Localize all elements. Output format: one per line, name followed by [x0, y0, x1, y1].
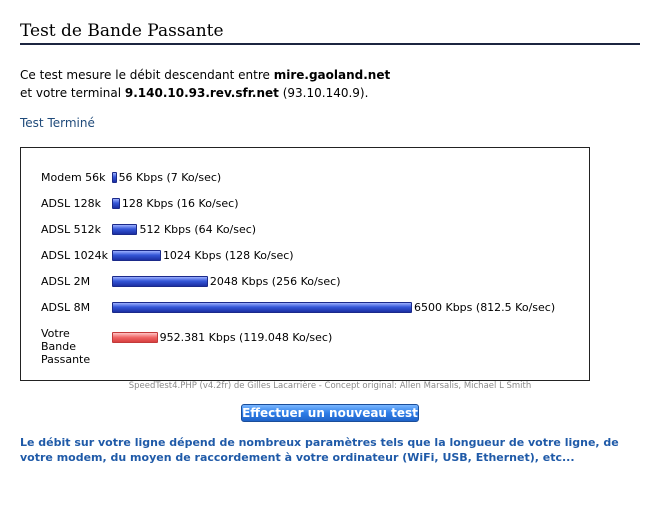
chart-category-label: ADSL 1024k [41, 249, 108, 262]
chart-category-label: Modem 56k [41, 171, 106, 184]
chart-value-label: 2048 Kbps (256 Ko/sec) [209, 275, 341, 288]
results-chart: Modem 56k 56 Kbps (7 Ko/sec) ADSL 128k 128 … [20, 147, 590, 381]
chart-value-label: 1024 Kbps (128 Ko/sec) [162, 249, 294, 262]
chart-bar [112, 250, 161, 261]
intro-text: Ce test mesure le débit descendant entre… [20, 66, 640, 102]
chart-category-label: ADSL 128k [41, 197, 101, 210]
new-test-button[interactable]: Effectuer un nouveau test [241, 404, 419, 422]
chart-value-label: 128 Kbps (16 Ko/sec) [121, 197, 239, 210]
chart-value-label: 952.381 Kbps (119.048 Ko/sec) [159, 331, 333, 344]
chart-bar [112, 302, 412, 313]
chart-category-label: ADSL 512k [41, 223, 101, 236]
chart-category-label: ADSL 2M [41, 275, 91, 288]
chart-category-label: ADSL 8M [41, 301, 91, 314]
chart-row: ADSL 128k 128 Kbps (16 Ko/sec) [41, 197, 581, 213]
chart-row: ADSL 512k 512 Kbps (64 Ko/sec) [41, 223, 581, 239]
chart-row: Modem 56k 56 Kbps (7 Ko/sec) [41, 171, 581, 187]
credit-text: SpeedTest4.PHP (v4.2fr) de Gilles Lacarr… [128, 381, 532, 391]
chart-bar [112, 332, 158, 343]
chart-bar [112, 224, 138, 235]
chart-value-label: 56 Kbps (7 Ko/sec) [118, 171, 222, 184]
chart-row: ADSL 1024k 1024 Kbps (128 Ko/sec) [41, 249, 581, 265]
page-title: Test de Bande Passante [20, 21, 224, 41]
ip-address: (93.10.140.9). [278, 86, 369, 100]
chart-value-label: 6500 Kbps (812.5 Ko/sec) [414, 301, 556, 314]
info-note: Le débit sur votre ligne dépend de nombr… [20, 436, 619, 464]
intro-prefix: Ce test mesure le débit descendant entre [20, 68, 274, 82]
intro-line2-prefix: et votre terminal [20, 86, 125, 100]
title-divider [20, 43, 640, 45]
host-name: 9.140.10.93.rev.sfr.net [124, 86, 279, 100]
test-status: Test Terminé [20, 116, 95, 130]
chart-bar [112, 172, 117, 183]
server-name: mire.gaoland.net [273, 68, 391, 82]
chart-row: ADSL 2M 2048 Kbps (256 Ko/sec) [41, 275, 581, 291]
chart-bar [112, 276, 208, 287]
chart-value-label: 512 Kbps (64 Ko/sec) [139, 223, 257, 236]
chart-bar [112, 198, 120, 209]
chart-row: ADSL 8M 6500 Kbps (812.5 Ko/sec) [41, 301, 581, 317]
chart-row: Votre Bande Passante 952.381 Kbps (119.04… [41, 327, 581, 366]
chart-category-label: Votre Bande Passante [41, 327, 91, 366]
